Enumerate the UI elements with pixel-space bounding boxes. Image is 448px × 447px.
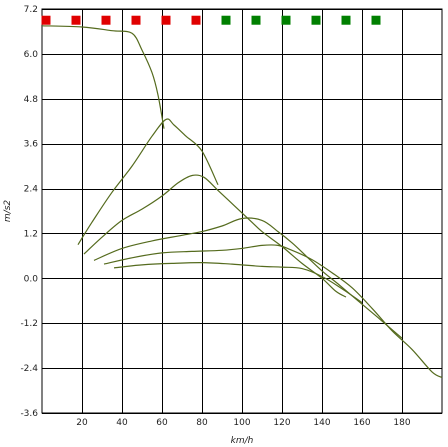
series-line-2 (77, 118, 219, 246)
gear-marker-10 (311, 15, 321, 25)
gear-marker-7 (221, 15, 231, 25)
x-tick-label: 20 (76, 418, 88, 428)
y-tick-label: 4.8 (24, 95, 39, 105)
series-line-5 (103, 244, 443, 379)
gear-marker-9 (281, 15, 291, 25)
x-tick-label: 100 (233, 418, 250, 428)
series-line-1 (41, 25, 165, 129)
x-tick-label: 60 (156, 418, 168, 428)
y-tick-label: 0.0 (24, 274, 39, 284)
x-axis-label: km/h (231, 436, 254, 446)
y-tick-label: 2.4 (24, 185, 39, 195)
y-tick-label: 3.6 (24, 140, 39, 150)
x-tick-label: 160 (353, 418, 370, 428)
y-tick-labels: -3.6 -2.4 -1.2 0.0 1.2 2.4 3.6 4.8 6.0 7.2 (20, 5, 38, 419)
gear-marker-8 (251, 15, 261, 25)
series-line-6 (113, 261, 363, 304)
x-tick-label: 40 (116, 418, 128, 428)
grid (42, 9, 442, 414)
gear-marker-3 (101, 15, 111, 25)
x-tick-label: 180 (393, 418, 410, 428)
gear-marker-1 (41, 15, 51, 25)
gear-marker-5 (161, 15, 171, 25)
gear-marker-2 (71, 15, 81, 25)
y-tick-label: -3.6 (20, 409, 38, 419)
x-tick-label: 140 (313, 418, 330, 428)
y-tick-label: -1.2 (20, 319, 38, 329)
y-tick-label: 6.0 (24, 50, 39, 60)
x-tick-label: 120 (273, 418, 290, 428)
y-tick-label: 1.2 (24, 229, 38, 239)
gear-marker-4 (131, 15, 141, 25)
series-line-3 (83, 174, 347, 298)
gear-markers (41, 15, 381, 25)
y-tick-label: 7.2 (24, 5, 38, 15)
y-tick-label: -2.4 (20, 364, 38, 374)
x-tick-labels: 20 40 60 80 100 120 140 160 180 (76, 418, 411, 428)
gear-marker-12 (371, 15, 381, 25)
series-lines (41, 25, 443, 379)
x-tick-label: 80 (196, 418, 208, 428)
gear-marker-11 (341, 15, 351, 25)
gear-marker-6 (191, 15, 201, 25)
y-axis-label: m/s2 (3, 200, 13, 222)
